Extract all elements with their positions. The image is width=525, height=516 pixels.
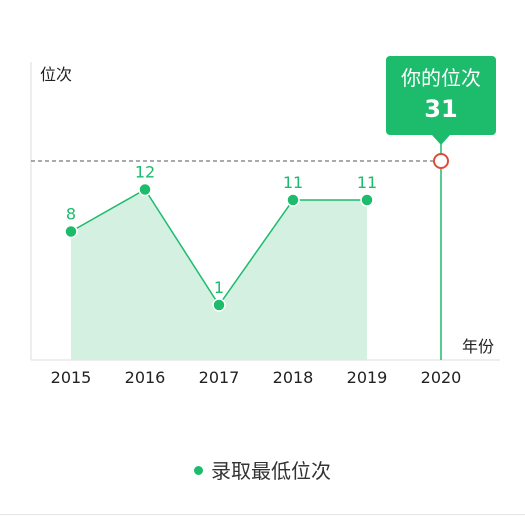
y-axis-label: 位次 (40, 65, 72, 84)
x-tick-2015: 2015 (51, 368, 92, 387)
data-label-2019: 11 (357, 173, 377, 192)
legend-label: 录取最低位次 (211, 459, 331, 483)
x-tick-2020: 2020 (421, 368, 462, 387)
data-label-2016: 12 (135, 163, 155, 182)
bottom-divider (0, 514, 525, 515)
legend-dot-icon (194, 466, 203, 475)
callout-arrow (432, 135, 450, 145)
x-tick-2018: 2018 (273, 368, 314, 387)
data-point-2017 (212, 298, 226, 312)
data-point-2019 (360, 193, 374, 207)
x-tick-2017: 2017 (199, 368, 240, 387)
series-area (71, 189, 367, 360)
your-rank-marker (433, 153, 449, 169)
legend: 录取最低位次 (0, 455, 525, 484)
data-label-2018: 11 (283, 173, 303, 192)
data-label-2015: 8 (66, 205, 76, 224)
x-tick-labels: 2015 2016 2017 2018 2019 2020 (51, 368, 462, 387)
your-rank-callout: 你的位次 31 (386, 56, 496, 145)
x-axis-label: 年份 (462, 337, 494, 356)
callout-box (386, 56, 496, 135)
data-label-2017: 1 (214, 278, 224, 297)
x-tick-2019: 2019 (347, 368, 388, 387)
series-points (64, 182, 374, 312)
callout-value: 31 (424, 95, 457, 123)
data-point-2015 (64, 224, 78, 239)
x-tick-2016: 2016 (125, 368, 166, 387)
data-point-2016 (138, 182, 152, 197)
callout-title: 你的位次 (401, 66, 481, 90)
data-point-2018 (286, 193, 300, 207)
